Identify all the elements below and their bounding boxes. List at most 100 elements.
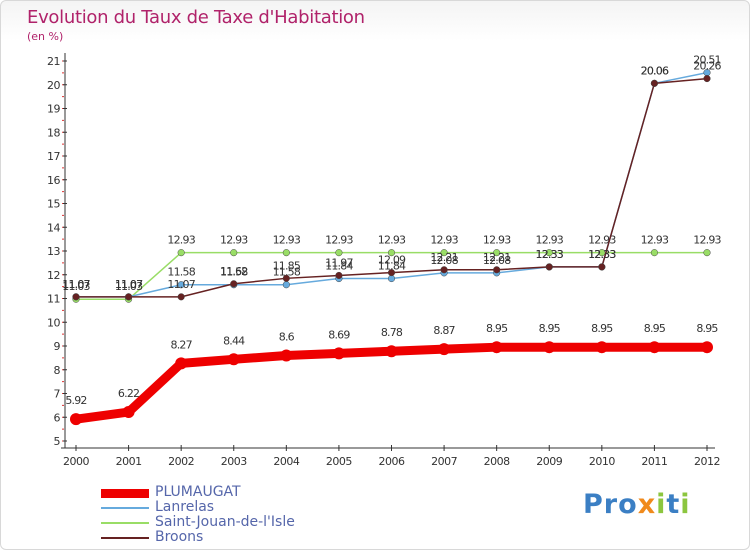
x-tick-label: 2001 [116, 455, 142, 468]
data-label: 20.51 [693, 54, 721, 67]
data-label: 12.09 [378, 254, 406, 267]
data-label: 11.85 [273, 259, 301, 272]
data-label: 8.95 [539, 322, 561, 335]
data-label: 20.26 [693, 60, 721, 73]
data-point [385, 345, 398, 358]
data-label: 8.69 [328, 328, 350, 341]
data-label: 5.92 [65, 394, 86, 407]
x-tick-label: 2007 [431, 455, 457, 468]
data-point [282, 249, 290, 257]
logo-letter: o [618, 489, 638, 520]
data-point [332, 347, 345, 360]
data-label: 12.21 [483, 251, 511, 264]
data-point [282, 281, 290, 289]
data-label: 8.95 [486, 322, 508, 335]
y-tick-label: 11 [47, 293, 60, 306]
data-point [387, 249, 396, 257]
data-label: 11.97 [325, 256, 353, 269]
data-point [280, 349, 293, 362]
data-point [598, 249, 606, 257]
data-label: 12.33 [588, 248, 616, 261]
y-tick-label: 16 [47, 174, 60, 187]
x-tick-label: 2010 [589, 455, 615, 468]
data-label: 11.07 [115, 278, 143, 291]
data-label: 12.93 [641, 234, 669, 247]
data-label: 12.93 [693, 234, 721, 247]
legend-label: Lanrelas [155, 499, 215, 515]
data-point [648, 341, 661, 354]
data-point [650, 249, 658, 257]
proxiti-logo: Proxiti [583, 489, 691, 520]
x-tick-label: 2011 [641, 455, 667, 468]
unit-label: (en %) [27, 30, 64, 43]
data-point [703, 75, 711, 83]
data-label: 8.95 [696, 322, 718, 335]
x-tick-label: 2009 [536, 455, 562, 468]
x-tick-label: 2000 [63, 455, 89, 468]
data-point [230, 249, 238, 257]
data-point [438, 343, 451, 356]
data-point [177, 249, 185, 257]
data-point [493, 266, 501, 274]
data-point [125, 293, 133, 301]
data-point [335, 271, 343, 280]
data-point [440, 249, 448, 257]
data-label: 12.08 [430, 254, 458, 267]
data-label: 12.93 [536, 234, 564, 247]
data-label: 11.07 [62, 278, 90, 291]
data-point [227, 353, 240, 366]
y-tick-label: 18 [47, 126, 60, 139]
data-label: 12.93 [483, 234, 511, 247]
data-point [490, 341, 503, 354]
data-label: 20.06 [641, 64, 669, 77]
logo-letter: t [666, 489, 681, 520]
x-tick-label: 2002 [168, 455, 194, 468]
data-point [387, 275, 396, 283]
data-label: 8.95 [591, 322, 613, 335]
data-label: 11.58 [273, 266, 301, 279]
data-point [177, 293, 185, 301]
data-point [335, 249, 343, 257]
data-label: 12.93 [378, 234, 406, 247]
x-tick-label: 2004 [273, 455, 299, 468]
data-point [440, 266, 448, 274]
series-line [71, 342, 712, 424]
legend-label: PLUMAUGAT [155, 484, 241, 500]
data-point [701, 341, 713, 354]
data-label: 12.93 [325, 234, 353, 247]
data-label: 12.93 [167, 234, 195, 247]
logo-letter: x [637, 489, 657, 520]
y-tick-label: 20 [47, 79, 60, 92]
data-point [545, 249, 553, 257]
data-point [493, 249, 501, 257]
legend-swatch [101, 489, 149, 498]
legend-swatch [101, 537, 149, 539]
data-label: 11.03 [62, 280, 90, 293]
data-label: 12.93 [273, 234, 301, 247]
data-point [650, 79, 658, 87]
y-tick-label: 8 [54, 364, 61, 377]
data-point [703, 249, 711, 257]
y-tick-label: 15 [47, 198, 60, 211]
legend-swatch [101, 507, 149, 509]
data-point [122, 406, 135, 419]
data-point [72, 293, 80, 301]
y-tick-label: 21 [47, 55, 60, 68]
data-label: 12.33 [588, 248, 616, 261]
legend-label: Saint-Jouan-de-l'Isle [155, 514, 295, 530]
data-label: 11.07 [167, 278, 195, 291]
x-tick-label: 2012 [694, 455, 720, 468]
data-label: 8.6 [279, 331, 295, 344]
legend-label: Broons [155, 529, 204, 545]
y-tick-label: 17 [47, 150, 60, 163]
y-tick-label: 5 [54, 435, 61, 448]
data-label: 12.08 [483, 254, 511, 267]
data-point [282, 274, 290, 282]
data-label: 11.07 [62, 278, 90, 291]
data-point [545, 263, 553, 271]
data-label: 11.84 [325, 260, 353, 273]
data-label: 8.78 [381, 326, 403, 339]
legend-swatch [101, 522, 149, 524]
